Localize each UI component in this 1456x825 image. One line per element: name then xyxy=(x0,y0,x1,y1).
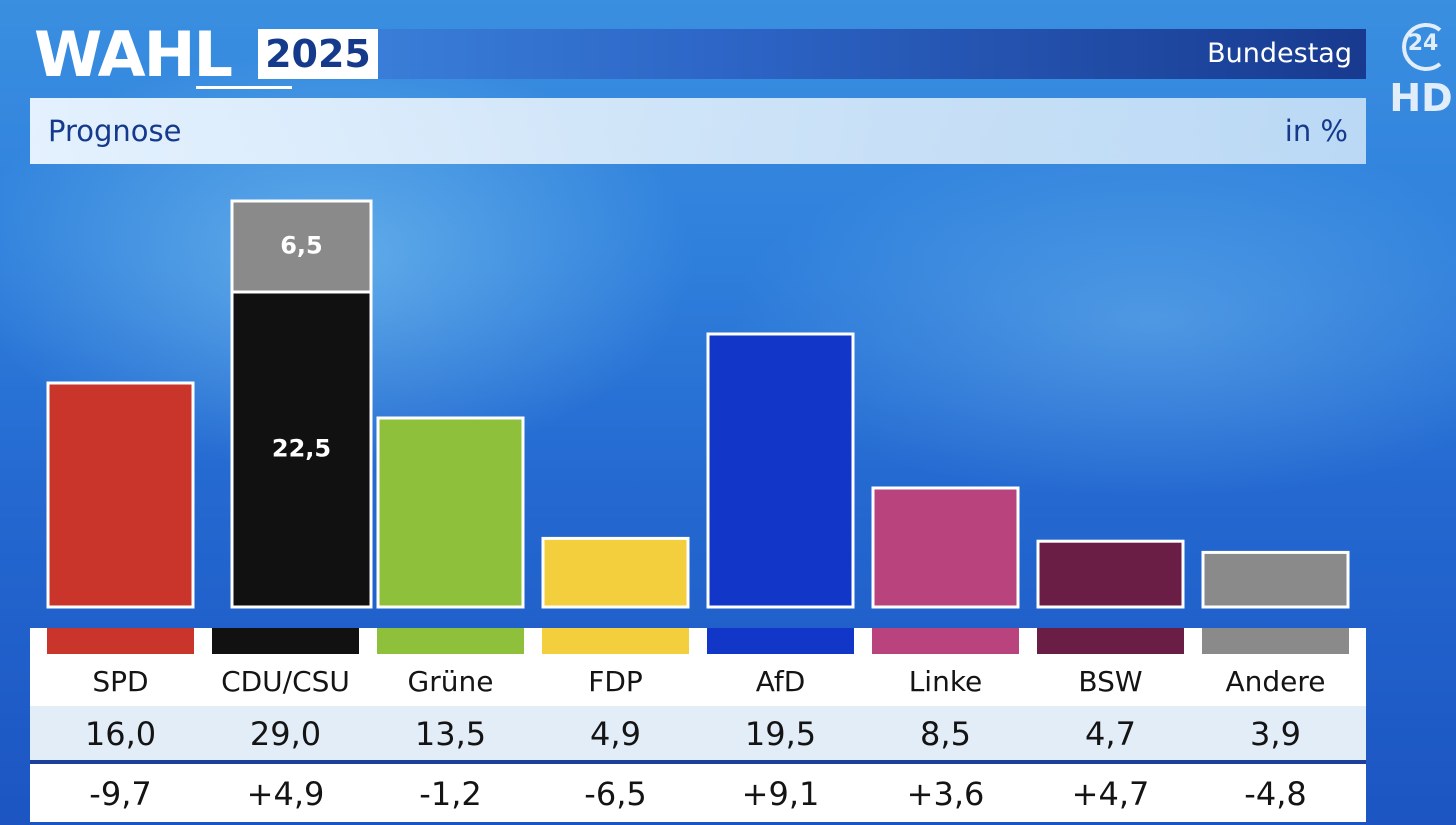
election-type-label: Bundestag xyxy=(1207,38,1352,69)
result-value-row: 16,0 29,0 13,5 4,9 19,5 8,5 4,7 3,9 xyxy=(30,706,1366,760)
party-name-afd: AfD xyxy=(755,665,806,698)
change-value-andere: -4,8 xyxy=(1244,775,1307,813)
header-bar xyxy=(258,29,1366,79)
subtitle-bar xyxy=(30,98,1366,164)
result-value-afd: 19,5 xyxy=(744,715,817,753)
result-value-gruene: 13,5 xyxy=(414,715,487,753)
change-value-row: -9,7 +4,9 -1,2 -6,5 +9,1 +3,6 +4,7 -4,8 xyxy=(30,764,1366,822)
result-value-andere: 3,9 xyxy=(1250,715,1301,753)
result-value-cdu-csu: 29,0 xyxy=(249,715,322,753)
tagesschau24-logo-icon xyxy=(1402,23,1442,71)
result-value-spd: 16,0 xyxy=(84,715,157,753)
channel-hd-label: HD xyxy=(1389,76,1453,120)
bar-afd xyxy=(706,332,855,609)
party-name-linke: Linke xyxy=(908,665,983,698)
bar-andere xyxy=(1201,550,1350,609)
channel-number: 24 xyxy=(1407,31,1439,56)
color-strip-spd xyxy=(47,628,194,654)
table-divider xyxy=(30,760,1366,764)
bar-chart: 22,5 6,5 xyxy=(46,199,1350,609)
color-strip-gruene xyxy=(377,628,524,654)
wahl-logo: WAHL xyxy=(34,18,233,91)
change-value-linke: +3,6 xyxy=(906,775,985,813)
bar-linke xyxy=(871,486,1020,609)
color-strip-andere xyxy=(1202,628,1349,654)
result-value-linke: 8,5 xyxy=(920,715,971,753)
party-name-fdp: FDP xyxy=(588,665,643,698)
bar-label-cdu-csu-gain: 6,5 xyxy=(280,232,323,260)
bar-bsw xyxy=(1036,539,1185,609)
color-strip-cdu-csu xyxy=(212,628,359,654)
bar-label-cdu-csu-base: 22,5 xyxy=(272,435,331,463)
color-strip-afd xyxy=(707,628,854,654)
bar-cdu-csu-gain xyxy=(230,199,373,294)
color-strip-linke xyxy=(872,628,1019,654)
change-value-spd: -9,7 xyxy=(89,775,152,813)
bar-gruene xyxy=(376,416,525,609)
result-value-bsw: 4,7 xyxy=(1085,715,1136,753)
change-value-bsw: +4,7 xyxy=(1071,775,1150,813)
bar-spd xyxy=(46,381,195,609)
election-year: 2025 xyxy=(258,29,378,79)
change-value-afd: +9,1 xyxy=(741,775,820,813)
party-name-spd: SPD xyxy=(92,665,149,698)
color-strip-bsw xyxy=(1037,628,1184,654)
chart-title: Prognose xyxy=(48,114,182,148)
result-value-fdp: 4,9 xyxy=(590,715,641,753)
party-name-bsw: BSW xyxy=(1078,665,1143,698)
change-value-gruene: -1,2 xyxy=(419,775,482,813)
results-table: SPD CDU/CSU Grüne FDP AfD Linke BSW Andere 16,0… xyxy=(30,628,1366,822)
party-name-andere: Andere xyxy=(1225,665,1326,698)
bar-cdu-csu-base xyxy=(230,290,373,609)
logo-underline xyxy=(196,86,292,89)
bar-fdp xyxy=(541,536,690,609)
change-value-fdp: -6,5 xyxy=(584,775,647,813)
party-name-row: SPD CDU/CSU Grüne FDP AfD Linke BSW Andere xyxy=(30,656,1366,706)
party-name-gruene: Grüne xyxy=(407,665,494,698)
change-value-cdu-csu: +4,9 xyxy=(246,775,325,813)
party-name-cdu-csu: CDU/CSU xyxy=(221,665,350,698)
color-strip-fdp xyxy=(542,628,689,654)
unit-label: in % xyxy=(1284,114,1348,148)
